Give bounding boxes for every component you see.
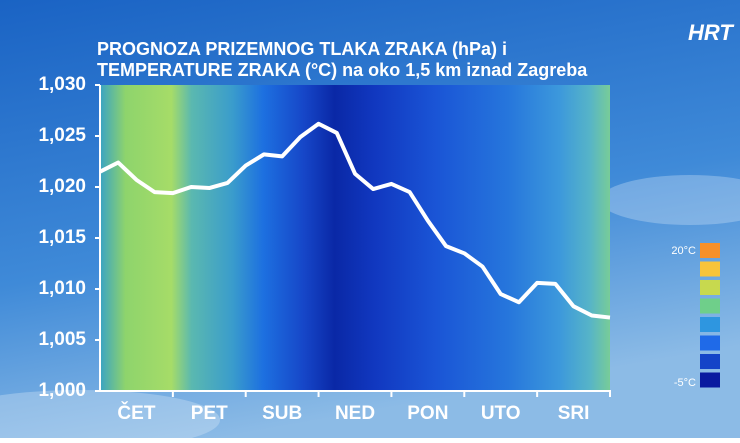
chart-title: TEMPERATURE ZRAKA (°C) na oko 1,5 km izn… [97,60,588,80]
x-tick-label: SUB [262,403,302,424]
legend-swatch [700,243,720,258]
chart-title: PROGNOZA PRIZEMNOG TLAKA ZRAKA (hPa) i [97,39,507,59]
legend-swatch [700,335,720,351]
x-tick-label: NED [335,403,375,424]
logo: HRT [688,20,734,45]
legend-swatch [700,372,720,388]
legend-label: -5°C [674,377,696,389]
y-tick-label: 1,030 [38,74,86,95]
temperature-band [100,85,610,391]
cloud [0,390,220,443]
legend-swatch [700,261,720,277]
cloud [600,175,740,225]
x-tick-label: PON [407,403,448,424]
legend-swatch [700,298,720,314]
legend-swatch [700,354,720,369]
y-tick-label: 1,005 [38,329,86,350]
legend-swatch [700,280,720,295]
x-tick-label: PET [191,403,228,424]
y-tick-label: 1,000 [38,380,86,401]
pressure-line [99,121,611,320]
x-tick-label: ČET [117,402,155,424]
legend-swatch [700,317,720,332]
y-tick-label: 1,010 [38,278,86,299]
y-tick-label: 1,025 [38,125,86,146]
y-tick-label: 1,015 [38,227,86,248]
y-tick-label: 1,020 [38,176,86,197]
x-tick-label: SRI [558,403,590,424]
x-tick-label: UTO [481,403,521,424]
legend-label: 20°C [671,245,696,257]
